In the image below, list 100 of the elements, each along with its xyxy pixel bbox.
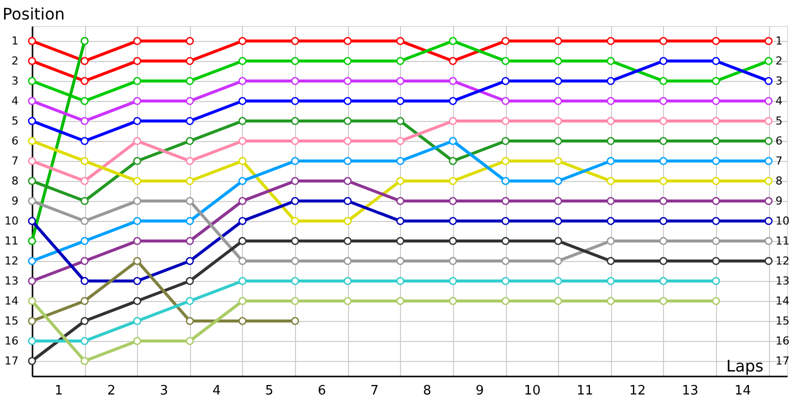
point: [133, 297, 142, 305]
point: [344, 277, 352, 285]
point: [396, 57, 404, 65]
x-tick-label: 2: [107, 384, 116, 398]
point: [28, 117, 36, 125]
point: [186, 77, 194, 85]
y2-tick-label: 12: [776, 254, 790, 268]
point: [396, 197, 404, 205]
point: [554, 257, 562, 265]
point: [133, 57, 142, 65]
point: [80, 137, 89, 145]
point: [396, 297, 404, 305]
point: [554, 37, 562, 45]
point: [448, 37, 457, 45]
point: [659, 217, 668, 225]
point: [396, 257, 404, 265]
point: [344, 117, 352, 125]
point: [186, 37, 194, 45]
point: [659, 277, 668, 285]
x-axis-title: Laps: [726, 356, 764, 376]
point: [133, 137, 142, 145]
y-tick-label: 4: [12, 94, 18, 108]
point: [186, 57, 194, 65]
point: [344, 97, 352, 105]
point: [712, 197, 720, 205]
point: [238, 117, 246, 125]
y-tick-label: 9: [12, 194, 18, 208]
point: [659, 137, 668, 145]
point: [764, 57, 773, 65]
point: [80, 257, 89, 265]
y2-tick-label: 3: [776, 74, 782, 88]
point: [712, 177, 720, 185]
point: [291, 137, 300, 145]
point: [764, 257, 773, 265]
x-tick-label: 1: [54, 384, 63, 398]
point: [186, 157, 194, 165]
point: [764, 217, 773, 225]
point: [344, 257, 352, 265]
point: [344, 157, 352, 165]
point: [554, 197, 562, 205]
point: [28, 277, 36, 285]
point: [80, 297, 89, 305]
point: [80, 117, 89, 125]
point: [28, 37, 36, 45]
y2-tick-label: 10: [776, 214, 790, 228]
point: [502, 137, 510, 145]
point: [554, 277, 562, 285]
point: [712, 277, 720, 285]
point: [291, 257, 300, 265]
point: [291, 97, 300, 105]
point: [133, 157, 142, 165]
y2-tick-label: 7: [776, 154, 782, 168]
point: [28, 297, 36, 305]
point: [291, 37, 300, 45]
x-tick-label: 3: [160, 384, 168, 398]
y2-tick-label: 17: [776, 354, 790, 368]
x-tick-label: 6: [318, 384, 326, 398]
point: [186, 237, 194, 245]
point: [28, 157, 36, 165]
point: [186, 137, 194, 145]
y-tick-label: 11: [4, 234, 18, 248]
point: [606, 297, 615, 305]
point: [186, 297, 194, 305]
point: [186, 177, 194, 185]
point: [396, 217, 404, 225]
point: [238, 137, 246, 145]
point: [712, 257, 720, 265]
point: [133, 277, 142, 285]
point: [238, 57, 246, 65]
point: [396, 157, 404, 165]
y2-tick-label: 15: [776, 314, 790, 328]
y-tick-label: 6: [12, 134, 18, 148]
point: [659, 257, 668, 265]
point: [238, 297, 246, 305]
point: [448, 157, 457, 165]
point: [712, 217, 720, 225]
point: [448, 277, 457, 285]
point: [344, 177, 352, 185]
point: [133, 117, 142, 125]
point: [448, 217, 457, 225]
point: [186, 277, 194, 285]
point: [396, 177, 404, 185]
point: [502, 217, 510, 225]
point: [764, 157, 773, 165]
y2-tick-label: 4: [776, 94, 782, 108]
point: [133, 337, 142, 345]
point: [606, 137, 615, 145]
point: [712, 157, 720, 165]
point: [502, 197, 510, 205]
y-tick-label: 17: [4, 354, 18, 368]
point: [712, 37, 720, 45]
point: [448, 197, 457, 205]
point: [28, 57, 36, 65]
point: [554, 177, 562, 185]
point: [606, 37, 615, 45]
point: [80, 97, 89, 105]
point: [133, 317, 142, 325]
point: [238, 37, 246, 45]
point: [502, 297, 510, 305]
point: [344, 197, 352, 205]
